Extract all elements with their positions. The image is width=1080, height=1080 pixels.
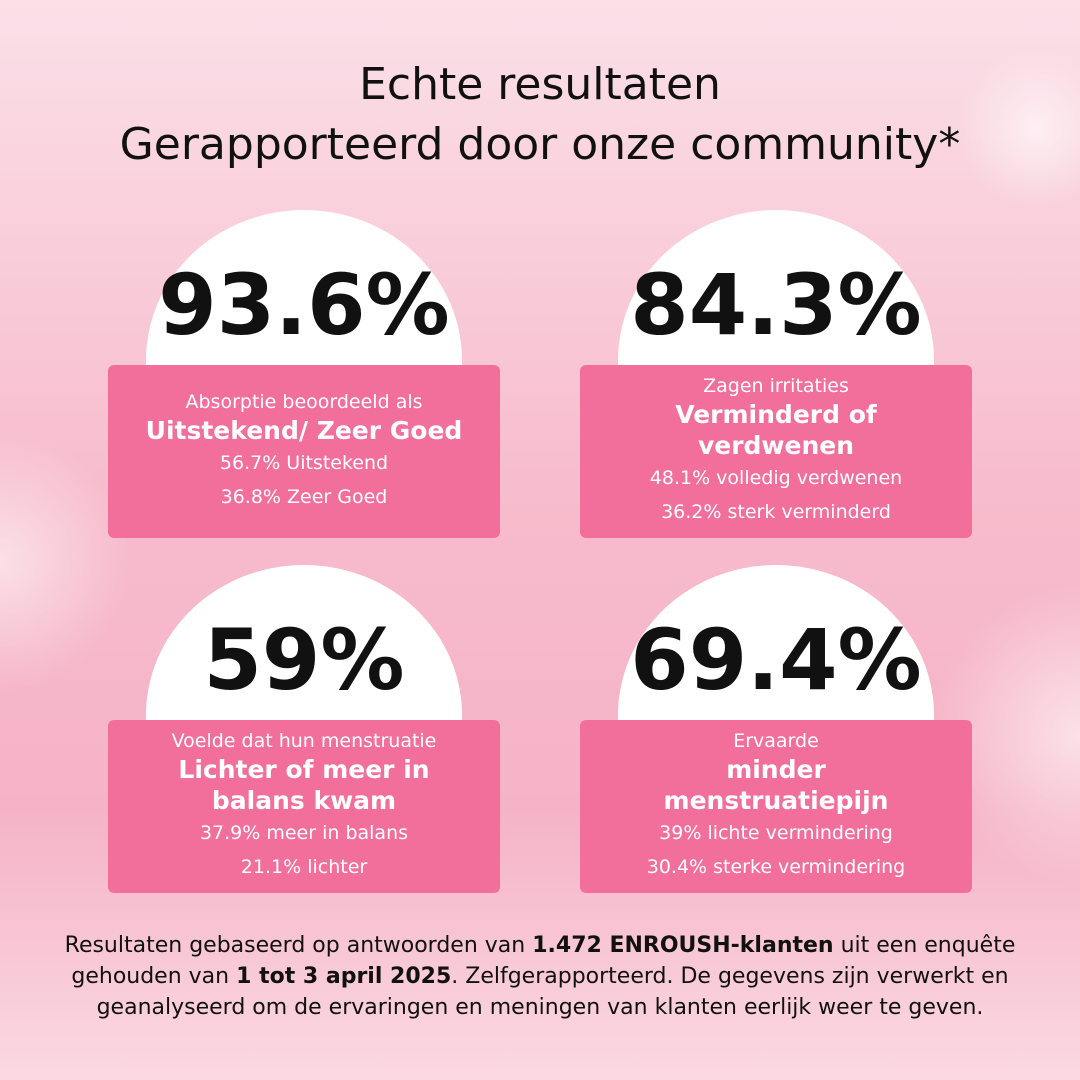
stat-card: Absorptie beoordeeld als Uitstekend/ Zeer… [108,210,500,538]
stat-figure: 84.3% [630,256,922,354]
stat-detail: 36.2% sterk verminderd [661,501,891,523]
footnote-part: . Zelfgerapporteerd. De gegevens zijn ve… [96,964,1009,1020]
stat-highlight: Uitstekend/ Zeer Goed [145,415,463,445]
stat-highlight: minder menstruatiepijn [663,755,889,815]
footnote-part: uit een enquête gehouden van [71,933,1016,989]
footnote-part: Resultaten gebaseerd op antwoorden van [64,933,533,958]
title-line: Gerapporteerd door onze community* [119,119,961,170]
stat-highlight: Verminderd of verdwenen [675,400,877,460]
stat-figure: 59% [203,611,405,709]
stat-box: Zagen irritaties Verminderd of verdwenen 4… [580,365,972,538]
stat-detail: 30.4% sterke vermindering [646,856,906,878]
stat-detail: 56.7% Uitstekend [219,451,389,474]
stat-highlight: Lichter of meer in balans kwam [178,755,430,815]
title: Echte resultaten Gerapporteerd door onze… [0,55,1080,175]
stat-box: Ervaarde minder menstruatiepijn 39% lichte… [580,720,972,893]
stat-card: Ervaarde minder menstruatiepijn 39% lichte… [580,565,972,893]
stat-card: Zagen irritaties Verminderd of verdwenen 4… [580,210,972,538]
stat-box: Absorptie beoordeeld als Uitstekend/ Zeer… [108,365,500,538]
stat-card: Voelde dat hun menstruatie Lichter of mee… [108,565,500,893]
title-line: Echte resultaten [359,59,721,110]
stat-detail: 21.1% lichter [240,856,368,878]
stat-detail: 39% lichte vermindering [659,822,893,844]
stat-intro: Voelde dat hun menstruatie [171,730,437,752]
footnote: Resultaten gebaseerd op antwoorden van 1… [40,930,1040,1023]
stat-intro: Zagen irritaties [703,375,849,397]
stat-intro: Ervaarde [733,730,819,752]
stat-intro: Absorptie beoordeeld als [185,390,423,413]
stat-figure: 69.4% [630,611,922,709]
footnote-part: 1.472 ENROUSH-klanten [532,933,834,958]
stat-detail: 36.8% Zeer Goed [220,485,388,508]
stat-detail: 37.9% meer in balans [199,822,409,844]
stat-detail: 48.1% volledig verdwenen [649,467,903,489]
stat-box: Voelde dat hun menstruatie Lichter of mee… [108,720,500,893]
footnote-part: 1 tot 3 april 2025 [236,964,452,989]
stat-figure: 93.6% [158,256,450,354]
